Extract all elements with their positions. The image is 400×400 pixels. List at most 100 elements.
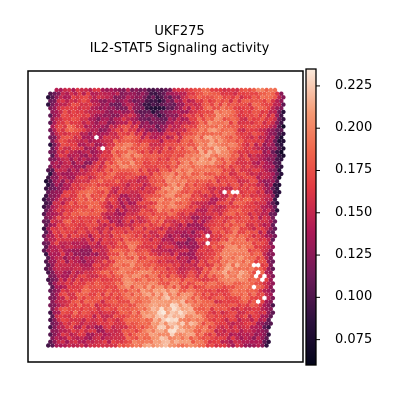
spot: [186, 244, 192, 250]
spot: [178, 127, 183, 133]
spot: [153, 222, 158, 228]
spot: [98, 303, 103, 308]
spot: [98, 295, 103, 301]
spot: [88, 328, 93, 334]
spot: [197, 321, 202, 326]
spot: [262, 193, 267, 199]
spot: [136, 295, 141, 301]
spot: [163, 248, 168, 253]
spot: [258, 252, 263, 257]
spot: [104, 146, 110, 151]
spot: [169, 303, 175, 308]
spot: [272, 146, 278, 151]
spot: [260, 211, 265, 217]
spot: [98, 259, 103, 264]
spot: [155, 270, 160, 275]
spot: [71, 241, 76, 246]
spot: [115, 113, 120, 118]
spot: [167, 102, 173, 107]
spot: [98, 222, 103, 228]
spot: [220, 295, 225, 301]
spot: [228, 215, 234, 220]
spot: [178, 332, 183, 337]
spot: [85, 106, 91, 111]
spot: [193, 292, 198, 297]
spot: [50, 153, 55, 158]
spot: [117, 270, 122, 275]
spot: [178, 288, 183, 293]
spot: [56, 157, 61, 162]
spot: [142, 175, 147, 180]
spot: [50, 270, 55, 275]
spot: [98, 149, 103, 155]
spot: [52, 317, 57, 323]
spot: [98, 127, 103, 133]
spot: [264, 343, 269, 348]
spot: [60, 98, 66, 104]
spot: [205, 284, 210, 290]
spot: [193, 321, 198, 326]
spot: [224, 288, 229, 293]
spot: [50, 117, 55, 122]
spot: [100, 182, 106, 188]
spot: [117, 219, 122, 224]
spot: [180, 204, 185, 209]
spot: [237, 215, 242, 220]
spot: [111, 186, 116, 191]
spot: [214, 328, 219, 334]
spot: [172, 131, 177, 136]
spot: [190, 288, 196, 293]
spot: [136, 157, 141, 162]
spot: [226, 321, 231, 326]
spot: [169, 310, 175, 315]
spot: [83, 270, 89, 275]
spot: [90, 157, 95, 162]
spot: [220, 106, 225, 111]
spot: [203, 127, 208, 133]
spot: [249, 157, 255, 162]
spot: [111, 142, 116, 147]
spot: [115, 200, 120, 206]
spot: [146, 219, 152, 224]
spot: [220, 222, 225, 228]
spot: [64, 113, 70, 118]
spot: [134, 190, 139, 195]
spot: [201, 343, 206, 348]
spot: [119, 288, 124, 293]
spot: [94, 142, 99, 147]
spot: [52, 325, 57, 330]
spot: [117, 263, 122, 268]
spot: [163, 160, 168, 166]
spot: [54, 197, 59, 202]
spot: [224, 339, 229, 345]
spot: [220, 303, 225, 308]
spot: [52, 127, 57, 133]
spot: [241, 113, 246, 118]
spot: [169, 230, 175, 235]
spot: [146, 328, 152, 334]
spot: [75, 146, 80, 151]
spot: [90, 127, 95, 133]
spot: [157, 120, 162, 126]
spot: [151, 263, 156, 268]
spot: [132, 164, 137, 169]
spot: [279, 98, 284, 104]
spot: [161, 120, 166, 126]
spot: [130, 160, 135, 166]
spot: [251, 241, 257, 246]
spot: [176, 168, 181, 173]
spot: [136, 179, 141, 184]
spot: [85, 157, 91, 162]
spot: [247, 255, 252, 261]
spot: [132, 200, 137, 206]
spot: [218, 160, 223, 166]
spot: [52, 120, 57, 126]
spot: [205, 277, 210, 282]
spot: [205, 314, 210, 319]
spot: [109, 175, 114, 180]
spot: [203, 266, 208, 272]
spot: [109, 102, 114, 107]
spot: [123, 171, 129, 177]
spot: [113, 190, 118, 195]
spot: [218, 248, 223, 253]
